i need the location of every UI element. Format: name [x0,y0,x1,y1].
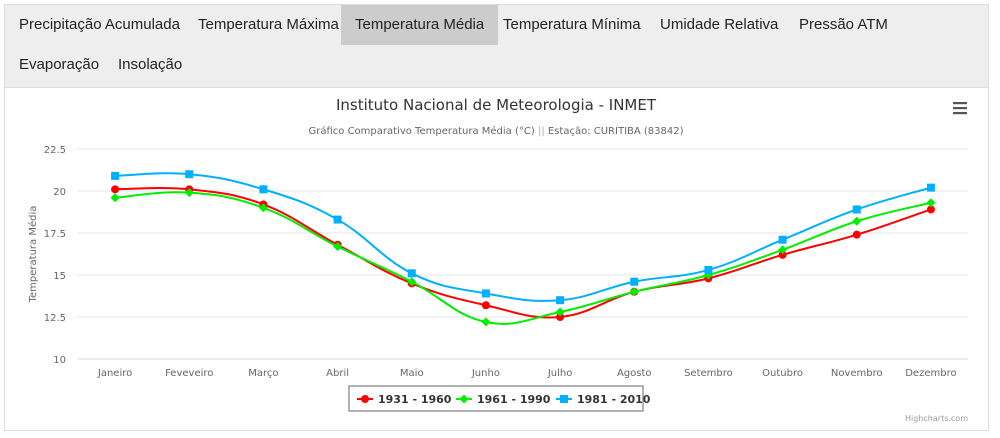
y-tick-label: 22.5 [44,145,66,156]
data-point[interactable] [259,185,268,194]
x-tick-label: Dezembro [905,368,956,379]
y-tick-label: 17.5 [44,229,66,240]
legend-item[interactable]: 1981 - 2010 [556,393,651,406]
data-point[interactable] [481,301,490,310]
legend-marker-icon[interactable] [560,395,568,403]
tab-bar: Precipitação Acumulada Temperatura Máxima… [4,4,989,88]
data-point[interactable] [481,289,490,298]
series-line [115,186,932,319]
data-point[interactable] [852,216,862,226]
data-point[interactable] [926,198,936,208]
y-tick-label: 20 [53,187,66,198]
x-tick-label: Julho [547,368,573,379]
data-point[interactable] [704,265,713,274]
tab-evaporacao[interactable]: Evaporação [19,56,100,73]
data-point[interactable] [110,193,120,203]
hamburger-menu-icon[interactable] [953,102,967,115]
tab-precipitacao-acumulada[interactable]: Precipitação Acumulada [19,16,180,33]
x-tick-label: Março [248,368,278,379]
x-tick-label: Junho [471,368,500,379]
chart-panel [4,88,989,431]
data-point[interactable] [407,277,417,287]
credits-link[interactable]: Highcharts.com [905,414,968,423]
data-point[interactable] [333,241,343,251]
chart-subtitle: Gráfico Comparativo Temperatura Média (°… [308,125,683,137]
legend-item[interactable]: 1961 - 1990 [456,393,551,406]
y-tick-label: 10 [53,355,66,366]
y-tick-label: 15 [53,271,66,282]
data-point[interactable] [926,205,935,214]
x-tick-label: Outubro [762,368,803,379]
data-point[interactable] [778,235,787,244]
x-tick-label: Agosto [617,368,652,379]
data-point[interactable] [111,185,120,194]
data-point[interactable] [555,307,565,317]
chart-title: Instituto Nacional de Meteorologia - INM… [336,96,657,114]
legend-marker-icon[interactable] [361,395,369,403]
data-point[interactable] [333,215,342,224]
y-axis-label: Temperatura Média [27,206,39,304]
x-tick-label: Abril [326,368,349,379]
legend-label: 1931 - 1960 [378,393,452,406]
data-point[interactable] [111,171,120,180]
legend-marker-icon[interactable] [459,394,469,404]
legend-label: 1961 - 1990 [477,393,551,406]
data-point[interactable] [184,188,194,198]
legend-item[interactable]: 1931 - 1960 [357,393,452,406]
x-tick-label: Feveveiro [165,368,213,379]
series-line [115,191,932,325]
data-point[interactable] [852,205,861,214]
data-point[interactable] [407,269,416,278]
tab-insolacao[interactable]: Insolação [118,56,183,73]
tab-temperatura-media[interactable]: Temperatura Média [341,5,499,45]
data-point[interactable] [629,287,639,297]
x-tick-label: Janeiro [97,368,132,379]
tab-umidade-relativa[interactable]: Umidade Relativa [660,16,779,33]
x-tick-label: Maio [400,368,424,379]
data-point[interactable] [185,170,194,179]
data-point[interactable] [852,230,861,239]
x-tick-label: Setembro [684,368,733,379]
data-point[interactable] [556,313,565,321]
data-point[interactable] [481,317,491,327]
y-tick-label: 12.5 [44,313,66,324]
data-point[interactable] [630,277,639,286]
tab-temperatura-maxima[interactable]: Temperatura Máxima [198,16,339,33]
data-point[interactable] [556,296,565,305]
series-line [115,172,932,302]
data-point[interactable] [926,183,935,192]
data-point[interactable] [778,250,787,259]
legend-label: 1981 - 2010 [577,393,651,406]
tab-temperatura-minima[interactable]: Temperatura Mínima [503,16,641,33]
data-point[interactable] [258,203,268,213]
data-point[interactable] [778,245,788,255]
tab-pressao-atm[interactable]: Pressão ATM [799,16,888,33]
legend-box [348,385,644,412]
x-tick-label: Novembro [831,368,883,379]
